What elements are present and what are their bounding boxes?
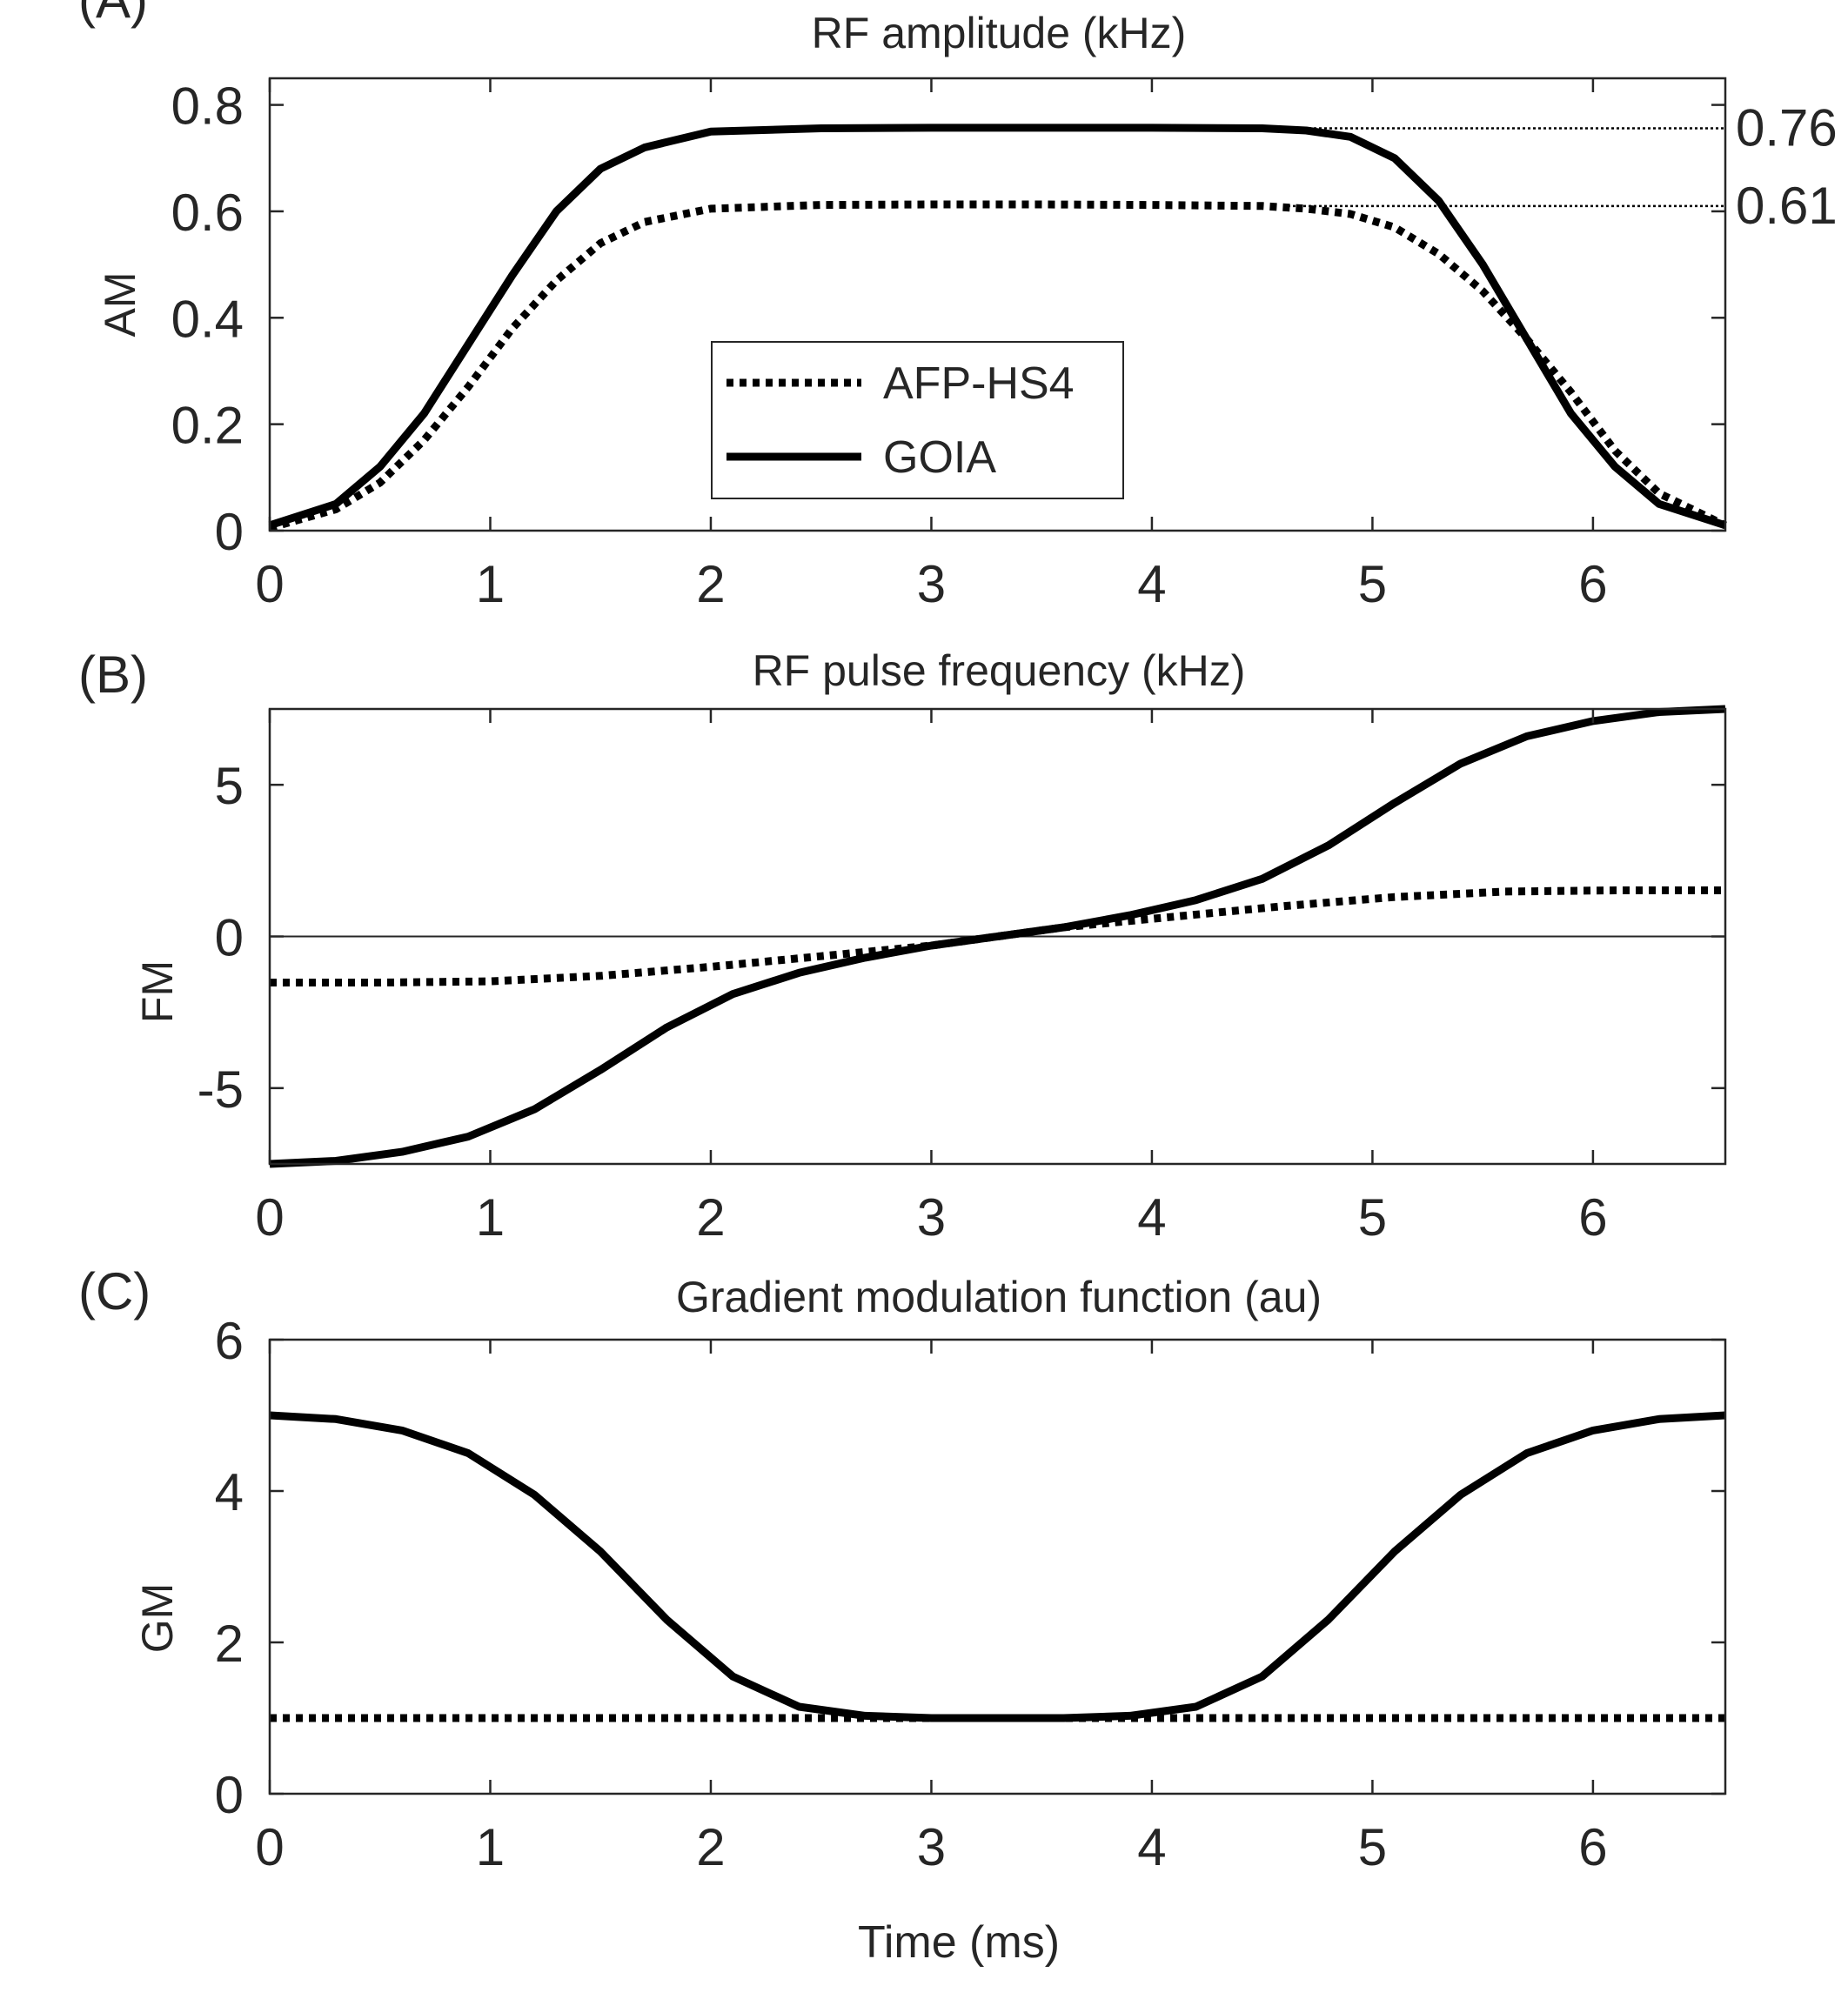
panel-a-plot: 0.76 0.61 0 1 2 3 4 5 6 0 0.2 0.4 0.6 0.8 bbox=[171, 77, 1838, 613]
x-tick-label: 4 bbox=[1137, 1818, 1166, 1876]
legend-label-goia: GOIA bbox=[883, 432, 996, 483]
axes-box bbox=[268, 1338, 1727, 1795]
y-tick-label: 0.4 bbox=[171, 290, 244, 348]
legend: AFP-HS4 GOIA bbox=[711, 341, 1124, 499]
x-tick-label: 5 bbox=[1358, 555, 1387, 613]
x-tick-label: 6 bbox=[1578, 555, 1607, 613]
series-line-afp-hs4 bbox=[270, 886, 1725, 986]
panel-label-a: (A) bbox=[78, 0, 148, 29]
y-tick-label: 0.6 bbox=[171, 184, 244, 242]
panel-a: (A) RF amplitude (kHz) AM 0.76 0.61 0 1 2 3 4 5… bbox=[78, 0, 1838, 613]
x-tick-label: 0 bbox=[255, 1188, 284, 1247]
x-tick-label: 4 bbox=[1137, 555, 1166, 613]
panel-b-plot: 0 1 2 3 4 5 6 -5 0 5 bbox=[198, 705, 1727, 1247]
y-tick-label: 0 bbox=[215, 909, 244, 967]
x-tick-label: 6 bbox=[1578, 1818, 1607, 1876]
y-tick-label: 0.2 bbox=[171, 397, 244, 455]
y-tick-label: 0 bbox=[215, 1766, 244, 1824]
y-tick-label: 0 bbox=[215, 503, 244, 561]
annotation-label-1: 0.61 bbox=[1736, 177, 1838, 235]
panel-label-b: (B) bbox=[78, 645, 148, 704]
x-tick-label: 3 bbox=[917, 1188, 946, 1247]
legend-box bbox=[711, 341, 1124, 499]
x-tick-label: 2 bbox=[696, 1818, 725, 1876]
annotation-label-0: 0.76 bbox=[1736, 99, 1838, 157]
y-tick-label: -5 bbox=[198, 1060, 244, 1119]
panel-c-xlabel: Time (ms) bbox=[858, 1917, 1060, 1968]
series-line-goia bbox=[269, 1411, 1726, 1722]
x-tick-label: 6 bbox=[1578, 1188, 1607, 1247]
x-tick-label: 1 bbox=[476, 555, 505, 613]
panel-c-plot: 0 1 2 3 4 5 6 0 2 4 6 bbox=[215, 1312, 1727, 1876]
axes-box bbox=[268, 77, 1727, 532]
panel-b-ylabel: FM bbox=[133, 960, 182, 1023]
x-tick-label: 4 bbox=[1137, 1188, 1166, 1247]
legend-label-afp-hs4: AFP-HS4 bbox=[883, 358, 1075, 409]
y-tick-label: 4 bbox=[215, 1463, 244, 1521]
x-tick-label: 1 bbox=[476, 1188, 505, 1247]
x-tick-label: 5 bbox=[1358, 1188, 1387, 1247]
y-tick-label: 5 bbox=[215, 757, 244, 815]
x-tick-label: 2 bbox=[696, 1188, 725, 1247]
x-tick-label: 0 bbox=[255, 555, 284, 613]
panel-a-title: RF amplitude (kHz) bbox=[812, 9, 1187, 57]
x-tick-label: 2 bbox=[696, 555, 725, 613]
panel-c-title: Gradient modulation function (au) bbox=[676, 1273, 1322, 1321]
x-tick-label: 3 bbox=[917, 1818, 946, 1876]
panel-b: (B) RF pulse frequency (kHz) FM 0 1 2 3 4 5 6 -… bbox=[78, 645, 1727, 1247]
panel-c-ylabel: GM bbox=[133, 1583, 182, 1654]
series-line-goia bbox=[269, 705, 1726, 1168]
x-tick-label: 5 bbox=[1358, 1818, 1387, 1876]
panel-b-title: RF pulse frequency (kHz) bbox=[753, 646, 1246, 695]
x-tick-label: 0 bbox=[255, 1818, 284, 1876]
y-tick-label: 0.8 bbox=[171, 77, 244, 136]
panel-a-ylabel: AM bbox=[96, 272, 144, 338]
panel-label-c: (C) bbox=[78, 1262, 151, 1321]
panel-c: (C) Gradient modulation function (au) GM… bbox=[78, 1262, 1727, 1968]
x-tick-label: 3 bbox=[917, 555, 946, 613]
series-line-goia bbox=[268, 124, 1727, 530]
y-tick-label: 2 bbox=[215, 1615, 244, 1673]
y-tick-label: 6 bbox=[215, 1312, 244, 1370]
x-tick-label: 1 bbox=[476, 1818, 505, 1876]
